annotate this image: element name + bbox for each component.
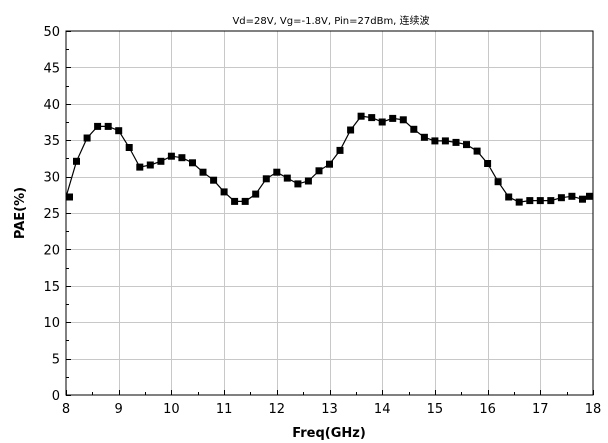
x-tick-label: 17	[532, 402, 549, 417]
data-point-marker	[189, 159, 196, 167]
data-point-marker	[399, 116, 407, 124]
data-point-marker	[94, 122, 102, 130]
data-point-marker	[315, 167, 323, 175]
chart-title: Vd=28V, Vg=-1.8V, Pin=27dBm, 连续波	[232, 14, 429, 27]
x-axis-label: Freq(GHz)	[292, 426, 366, 441]
data-point-marker	[231, 197, 239, 205]
data-point-marker	[115, 127, 123, 135]
data-point-marker	[568, 192, 576, 200]
y-tick-label: 45	[43, 61, 60, 76]
y-tick-label: 35	[43, 134, 60, 149]
data-point-marker	[252, 190, 260, 198]
data-point-marker	[463, 141, 470, 149]
data-point-marker	[294, 180, 302, 188]
data-point-marker	[104, 122, 112, 130]
data-point-marker	[536, 197, 544, 205]
data-point-marker	[220, 188, 228, 196]
data-point-marker	[389, 114, 397, 122]
data-point-marker	[357, 112, 365, 120]
y-tick-label: 5	[52, 353, 60, 368]
x-tick-label: 11	[216, 402, 233, 417]
data-point-marker	[83, 134, 91, 142]
data-point-marker	[326, 160, 333, 168]
data-point-marker	[494, 178, 502, 186]
y-tick-label: 20	[43, 243, 60, 258]
data-point-marker	[441, 137, 449, 145]
data-point-marker	[431, 137, 439, 145]
y-tick-label: 15	[43, 280, 60, 295]
data-point-marker	[526, 197, 534, 205]
data-point-marker	[262, 175, 270, 183]
data-point-marker	[579, 195, 586, 203]
data-point-marker	[452, 138, 460, 146]
data-point-marker	[473, 147, 481, 155]
data-point-marker	[157, 157, 165, 165]
x-tick-label: 8	[62, 402, 70, 417]
data-point-marker	[125, 144, 133, 151]
data-point-marker	[547, 197, 555, 205]
y-tick-label: 50	[43, 25, 60, 40]
data-point-marker	[136, 163, 144, 171]
y-axis-label: PAE(%)	[13, 187, 28, 239]
x-tick-label: 14	[374, 402, 391, 417]
axis-ticks	[66, 31, 594, 396]
data-point-marker	[241, 197, 249, 205]
y-tick-label: 40	[43, 98, 60, 113]
data-point-marker	[167, 152, 175, 160]
data-point-marker	[515, 198, 523, 206]
data-point-marker	[73, 157, 80, 165]
y-tick-label: 30	[43, 171, 60, 186]
y-tick-label: 0	[52, 389, 60, 404]
data-point-marker	[283, 174, 291, 182]
y-tick-labels: 0 5 10 15 20 25 30 35 40 45 50	[43, 25, 60, 404]
data-point-marker	[273, 168, 281, 176]
x-tick-label: 13	[321, 402, 338, 417]
data-point-marker	[347, 126, 355, 134]
data-point-marker	[178, 154, 186, 162]
x-tick-label: 18	[585, 402, 602, 417]
x-tick-label: 15	[427, 402, 444, 417]
x-tick-label: 16	[479, 402, 496, 417]
series-line	[65, 115, 594, 203]
data-point-marker	[557, 194, 565, 202]
x-tick-label: 12	[269, 402, 286, 417]
grid-lines	[66, 31, 593, 395]
data-point-marker	[199, 168, 207, 176]
data-point-marker	[410, 125, 418, 133]
series-markers	[66, 112, 593, 206]
y-tick-label: 10	[43, 316, 60, 331]
data-point-marker	[66, 193, 73, 201]
data-point-marker	[378, 118, 386, 126]
x-tick-labels: 8 9 10 11 12 13 14 15 16 17 18	[62, 402, 601, 417]
x-tick-label: 9	[115, 402, 123, 417]
data-point-marker	[304, 177, 312, 185]
x-tick-label: 10	[163, 402, 180, 417]
data-point-marker	[484, 160, 492, 167]
data-point-marker	[210, 176, 218, 184]
data-point-marker	[505, 193, 513, 201]
y-tick-label: 25	[43, 207, 60, 222]
data-point-marker	[420, 133, 428, 141]
data-point-marker	[146, 161, 154, 169]
data-point-marker	[586, 192, 593, 200]
data-point-marker	[368, 114, 376, 122]
data-point-marker	[336, 146, 344, 154]
